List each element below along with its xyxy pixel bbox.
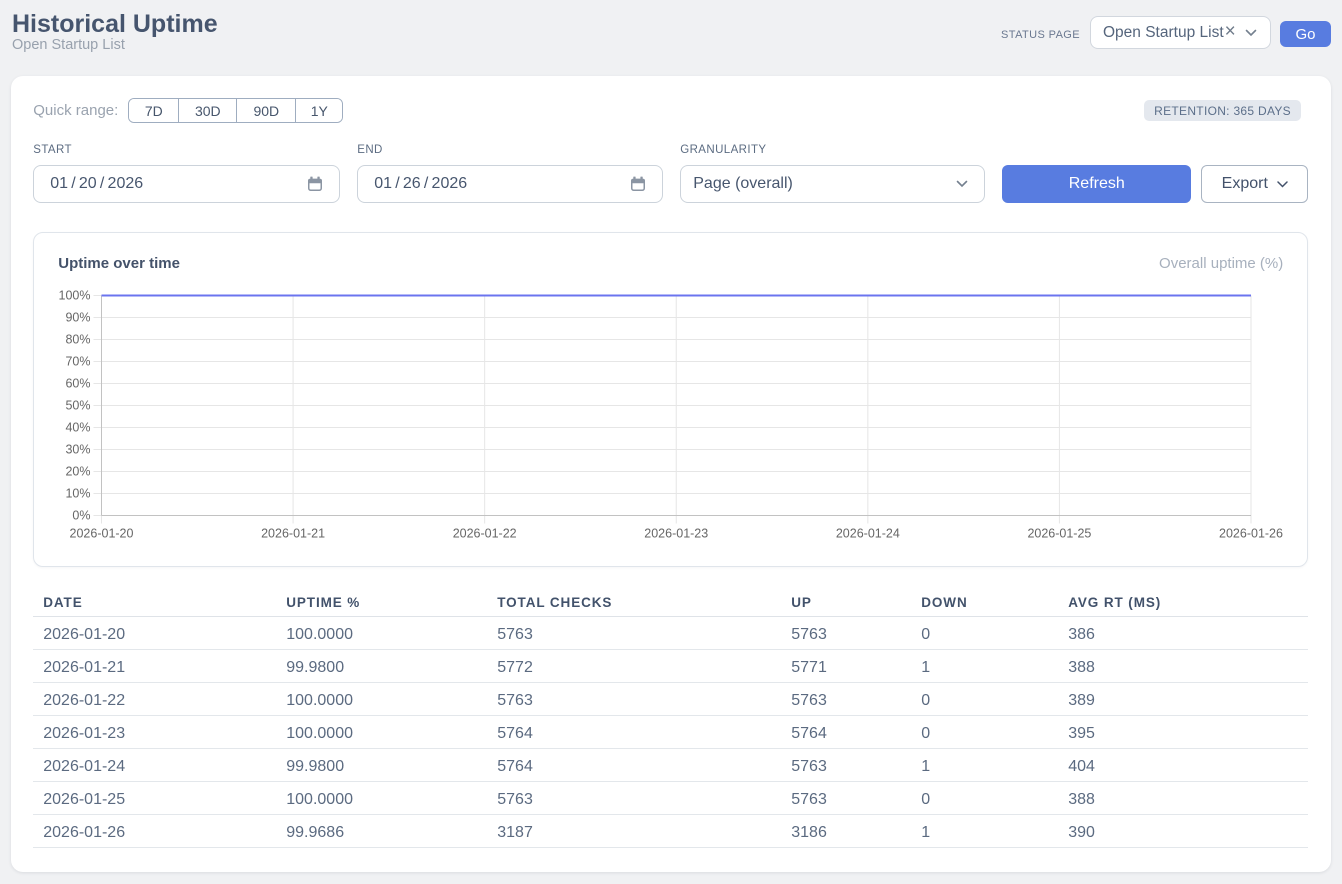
svg-text:2026-01-26: 2026-01-26 [1219, 526, 1283, 540]
svg-text:2026-01-23: 2026-01-23 [645, 526, 709, 540]
svg-text:100%: 100% [59, 288, 91, 302]
svg-text:70%: 70% [66, 354, 91, 368]
svg-text:40%: 40% [66, 420, 91, 434]
svg-text:2026-01-22: 2026-01-22 [453, 526, 517, 540]
svg-text:60%: 60% [66, 376, 91, 390]
svg-text:30%: 30% [66, 442, 91, 456]
svg-text:50%: 50% [66, 398, 91, 412]
svg-text:0%: 0% [73, 508, 91, 522]
svg-text:2026-01-24: 2026-01-24 [836, 526, 900, 540]
svg-text:20%: 20% [66, 464, 91, 478]
svg-text:90%: 90% [66, 310, 91, 324]
svg-text:2026-01-20: 2026-01-20 [70, 526, 134, 540]
svg-text:2026-01-21: 2026-01-21 [261, 526, 325, 540]
svg-text:10%: 10% [66, 486, 91, 500]
svg-text:80%: 80% [66, 332, 91, 346]
svg-text:2026-01-25: 2026-01-25 [1028, 526, 1092, 540]
